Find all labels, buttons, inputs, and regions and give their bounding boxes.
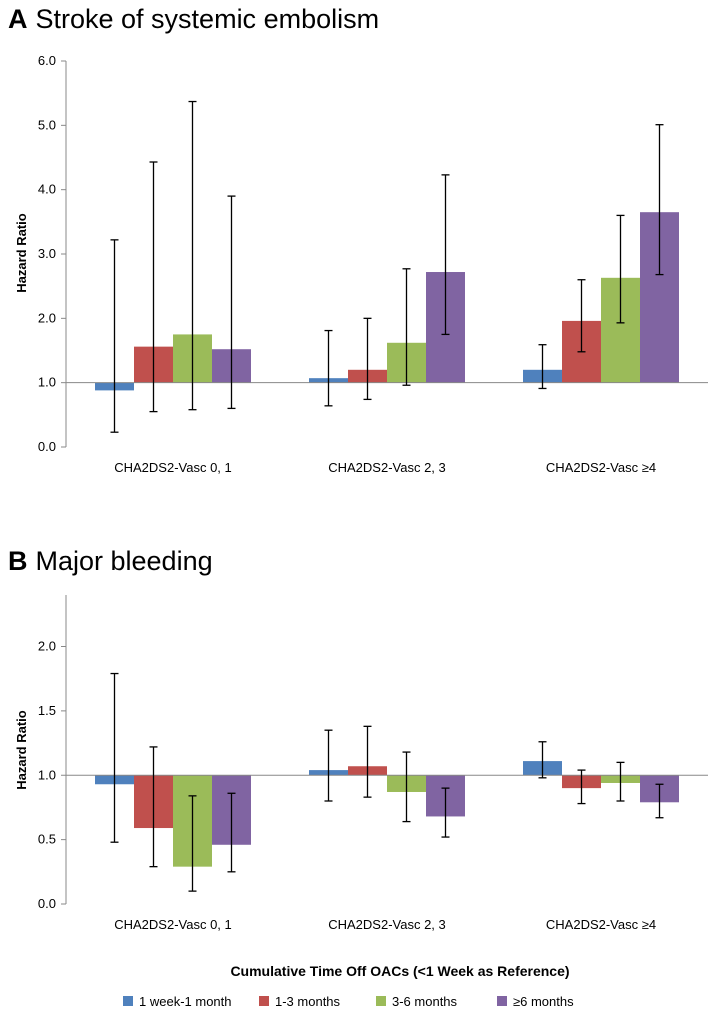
panel-a-y-tick-label: 2.0 — [38, 310, 56, 325]
panel-b-y-tick-label: 0.5 — [38, 832, 56, 847]
panel-a-y-axis-label: Hazard Ratio — [14, 213, 29, 293]
panel-a-y-tick-label: 6.0 — [38, 53, 56, 68]
panel-a-title: A Stroke of systemic embolism — [8, 4, 379, 34]
legend-swatch — [123, 996, 133, 1006]
panel-b-category-label: CHA2DS2-Vasc 2, 3 — [328, 917, 446, 932]
legend: 1 week-1 month 1-3 months 3-6 months ≥6 mon… — [123, 994, 574, 1009]
panel-b-title: B Major bleeding — [8, 546, 213, 576]
panel-b-y-tick-label: 0.0 — [38, 896, 56, 911]
panel-a-y-tick-label: 0.0 — [38, 439, 56, 454]
panel-a: A Stroke of systemic embolism Hazard Rati… — [8, 4, 708, 475]
x-axis-label: Cumulative Time Off OACs (<1 Week as Ref… — [230, 963, 569, 979]
panel-a-y-tick-label: 5.0 — [38, 117, 56, 132]
legend-swatch — [376, 996, 386, 1006]
panel-b-category-label: CHA2DS2-Vasc ≥4 — [546, 917, 656, 932]
panel-b-y-tick-label: 2.0 — [38, 639, 56, 654]
panel-a-y-tick-label: 1.0 — [38, 375, 56, 390]
legend-item-label: 1-3 months — [275, 994, 341, 1009]
panel-a-plot: 0.0 1.0 2.0 3.0 4.0 5.0 6.0 CHA2DS2-Vasc 0, 1 CH… — [38, 53, 708, 475]
panel-b-y-axis-label: Hazard Ratio — [14, 710, 29, 790]
panel-a-y-tick-label: 3.0 — [38, 246, 56, 261]
panel-a-category-label: CHA2DS2-Vasc 2, 3 — [328, 460, 446, 475]
panel-b-letter: B — [8, 546, 28, 576]
panel-b: B Major bleeding Hazard Ratio 0.0 0.5 1.0 1.… — [8, 546, 708, 932]
panel-b-title-text: Major bleeding — [36, 546, 213, 576]
panel-a-category-label: CHA2DS2-Vasc 0, 1 — [114, 460, 232, 475]
panel-b-y-tick-label: 1.5 — [38, 703, 56, 718]
panel-a-category-label: CHA2DS2-Vasc ≥4 — [546, 460, 656, 475]
panel-a-y-tick-label: 4.0 — [38, 182, 56, 197]
panel-b-y-tick-label: 1.0 — [38, 767, 56, 782]
legend-item-label: 1 week-1 month — [139, 994, 232, 1009]
panel-b-plot: 0.0 0.5 1.0 1.5 2.0 CHA2DS2-Vasc 0, 1 CHA2DS2-… — [38, 595, 708, 932]
legend-item-label: 3-6 months — [392, 994, 458, 1009]
legend-swatch — [259, 996, 269, 1006]
panel-a-title-text: Stroke of systemic embolism — [36, 4, 380, 34]
panel-b-category-label: CHA2DS2-Vasc 0, 1 — [114, 917, 232, 932]
legend-item-label: ≥6 months — [513, 994, 574, 1009]
legend-swatch — [497, 996, 507, 1006]
panel-a-letter: A — [8, 4, 28, 34]
